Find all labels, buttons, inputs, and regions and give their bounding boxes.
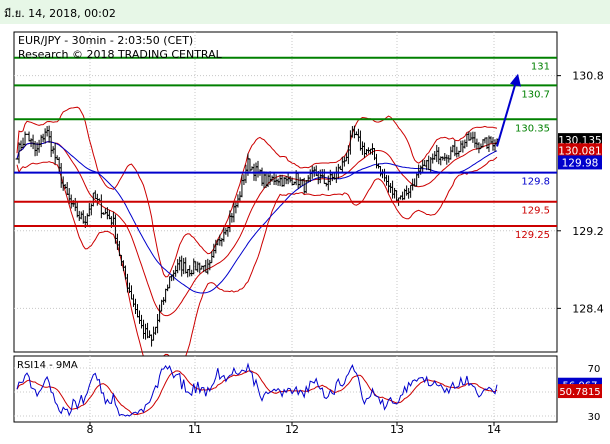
rsi-y-tick-label: 70 <box>588 364 601 375</box>
x-tick-label: 14 <box>487 423 501 436</box>
price-y-tick-label: 128.4 <box>572 302 604 315</box>
header-timestamp: มี.ย. 14, 2018, 00:02 <box>4 7 116 20</box>
price-badge-label: 129.98 <box>562 157 599 169</box>
level-label: 129.25 <box>515 230 550 241</box>
level-label: 130.7 <box>521 89 550 100</box>
price-chart-title: EUR/JPY - 30min - 2:03:50 (CET) <box>18 34 193 47</box>
level-label: 129.8 <box>521 177 550 188</box>
price-y-tick-label: 130.8 <box>572 70 604 83</box>
level-label: 131 <box>531 62 550 73</box>
level-label: 129.5 <box>521 206 550 217</box>
level-label: 130.35 <box>515 123 550 134</box>
x-tick-label: 11 <box>188 423 202 436</box>
rsi-chart-title: RSI14 - 9MA <box>17 360 78 371</box>
price-y-tick-label: 129.2 <box>572 225 604 238</box>
rsi-y-axis: 30507056.06750.7815 <box>558 364 602 423</box>
rsi-badge-label: 50.7815 <box>559 387 600 398</box>
rsi-y-tick-label: 30 <box>588 412 601 423</box>
price-chart-subtitle: Research © 2018 TRADING CENTRAL <box>18 48 223 61</box>
x-axis: 8 11 12 13 14 <box>87 422 502 436</box>
x-tick-label: 8 <box>87 423 94 436</box>
x-tick-label: 12 <box>285 423 299 436</box>
x-tick-label: 13 <box>390 423 404 436</box>
